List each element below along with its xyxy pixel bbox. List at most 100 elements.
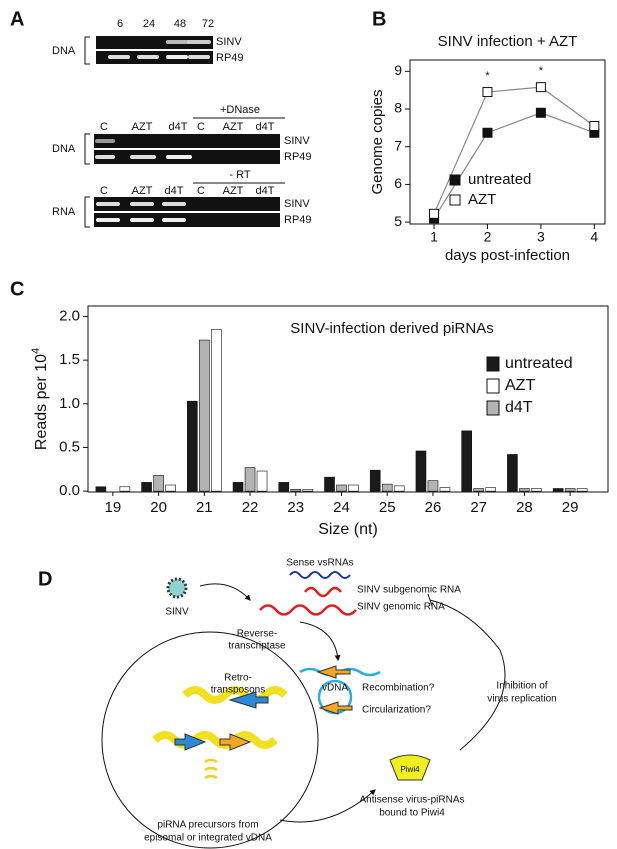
gel-image [96,36,213,49]
chart-title: SINV infection + AZT [438,33,578,50]
y-axis-label-exponent: 4 [30,348,42,354]
sample-label: RNA [52,206,76,218]
annotation: * [539,65,544,77]
lane-label: d4T [256,121,275,133]
gel-1: 6 24 48 72 SINV RP49 DNA [52,18,244,65]
pirna-precursor [204,758,218,780]
diagram-label: Inhibition of [496,681,547,692]
x-tick-label: 23 [287,499,304,516]
legend-swatch [449,174,461,186]
plot-frame [87,305,609,493]
diagram-label: Antisense virus-piRNAs [359,795,464,806]
lane-label: d4T [256,185,275,197]
cycle-arc [101,631,319,849]
band [162,202,186,206]
x-tick-label: 29 [562,499,579,516]
row-label: SINV [284,135,310,147]
bar [302,489,314,492]
bar [324,476,335,492]
lane-label: 24 [143,18,155,30]
bar [278,482,290,492]
treatment-label: - RT [229,169,250,181]
legend-swatch [449,194,461,206]
y-tick-label: 0.5 [59,438,80,455]
x-tick-label: 26 [425,499,442,516]
band [108,55,130,59]
gel-image [94,134,280,148]
bar [153,475,164,492]
diagram-label: Sense vsRNAs [286,558,353,569]
legend-swatch [486,400,500,416]
band [96,202,120,206]
panel-label: D [38,568,52,590]
vdna-arrow [316,665,351,679]
vdna-arrow [219,733,252,751]
bar [473,488,484,492]
diagram-label: Retro- [224,673,252,684]
band [137,55,159,59]
lane-label: C [100,121,108,133]
bar [232,482,244,492]
virus-icon [166,577,188,599]
legend-swatch [486,356,500,372]
bar [564,488,576,492]
legend-label: AZT [468,191,496,208]
lane-label: 6 [117,18,123,30]
x-tick-label: 2 [484,229,492,245]
panel-label: A [10,8,24,30]
y-axis-label-text: Reads per 10 [33,354,50,450]
marker [535,107,546,118]
retro-arrow [228,691,269,709]
diagram-label: SINV [165,607,189,618]
x-tick-label: 25 [379,499,396,516]
bar [439,487,451,492]
bar [393,485,405,492]
panel-label: C [10,278,24,300]
bracket [84,36,90,65]
y-tick-label: 9 [394,62,402,78]
diagram-label: vDNA [322,683,348,694]
row-label: RP49 [216,52,244,64]
bar [187,400,198,492]
bar [427,480,439,492]
series-line [433,86,595,215]
band [166,155,192,159]
y-axis-label: Reads per 104 [30,348,50,450]
retrotransposon [182,686,288,704]
series-line [433,112,595,219]
bracket [84,196,90,228]
bar [485,487,496,492]
diagram-label: piRNA precursors from [157,820,258,831]
band [95,139,115,143]
bar [141,482,152,492]
bar [256,470,268,492]
lane-label: 48 [174,18,186,30]
bar [336,484,347,492]
retrotransposon [152,731,278,749]
lane-label: d4T [165,185,184,197]
bar [244,467,256,492]
diagram-labels: SINV Sense vsRNAs SINV subgenomic RNA SI… [144,558,557,844]
bar [348,484,359,492]
piwi4-icon [389,754,431,781]
bar [165,484,176,492]
bar [119,486,131,492]
bar [576,488,588,492]
inhibition-arc [429,599,506,751]
marker [535,82,546,93]
row-label: SINV [216,36,242,48]
bar [290,489,302,492]
diagram-label: virus replication [487,694,556,705]
row-label: RP49 [284,214,312,226]
diagram-label: Recombination? [362,683,435,694]
band [130,202,154,206]
legend-label: untreated [505,355,573,372]
sample-label: DNA [52,45,76,57]
legend-label: untreated [468,171,531,188]
bar [507,454,518,492]
bar [369,469,381,492]
x-tick-label: 19 [105,499,122,516]
chart-title: SINV-infection derived piRNAs [290,320,493,337]
legend-label: AZT [505,377,535,394]
